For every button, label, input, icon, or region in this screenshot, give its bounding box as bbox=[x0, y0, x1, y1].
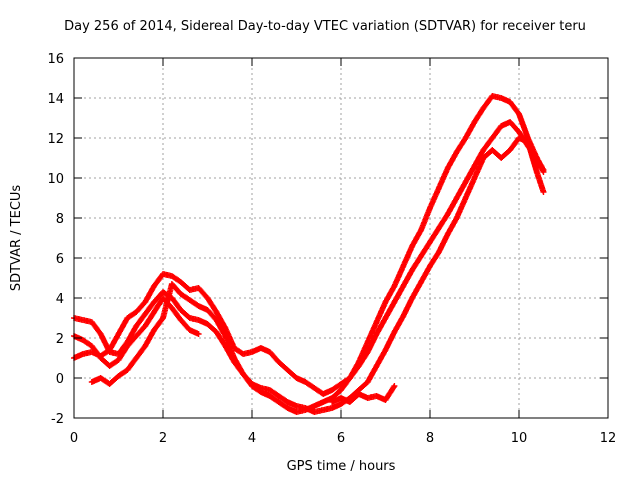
x-tick-label: 10 bbox=[511, 431, 528, 446]
y-tick-label: 6 bbox=[56, 252, 64, 267]
series-track-2 bbox=[71, 119, 547, 415]
series-track-4 bbox=[88, 135, 547, 415]
series-markers bbox=[329, 383, 398, 405]
chart-title: Day 256 of 2014, Sidereal Day-to-day VTE… bbox=[64, 19, 586, 34]
axis-ticks: 0 2 4 6 8 10 12 -2 0 2 4 6 8 10 12 14 16 bbox=[47, 52, 616, 446]
x-tick-label: 12 bbox=[600, 431, 617, 446]
y-axis-label: SDTVAR / TECUs bbox=[9, 185, 24, 292]
series-markers bbox=[88, 135, 547, 415]
y-tick-label: 12 bbox=[47, 132, 64, 147]
y-tick-label: 16 bbox=[47, 52, 64, 67]
x-tick-label: 2 bbox=[159, 431, 167, 446]
y-tick-label: -2 bbox=[51, 412, 64, 427]
x-tick-label: 6 bbox=[337, 431, 345, 446]
x-tick-label: 8 bbox=[426, 431, 434, 446]
y-tick-label: 2 bbox=[56, 332, 64, 347]
data-series bbox=[71, 93, 547, 415]
y-tick-label: 14 bbox=[47, 92, 64, 107]
y-tick-label: 4 bbox=[56, 292, 64, 307]
y-tick-label: 0 bbox=[56, 372, 64, 387]
grid-lines bbox=[74, 58, 608, 418]
x-tick-label: 4 bbox=[248, 431, 256, 446]
x-tick-label: 0 bbox=[70, 431, 78, 446]
y-tick-label: 10 bbox=[47, 172, 64, 187]
y-tick-label: 8 bbox=[56, 212, 64, 227]
series-markers bbox=[71, 119, 547, 415]
x-axis-label: GPS time / hours bbox=[287, 459, 396, 474]
series-track-5 bbox=[329, 383, 398, 405]
